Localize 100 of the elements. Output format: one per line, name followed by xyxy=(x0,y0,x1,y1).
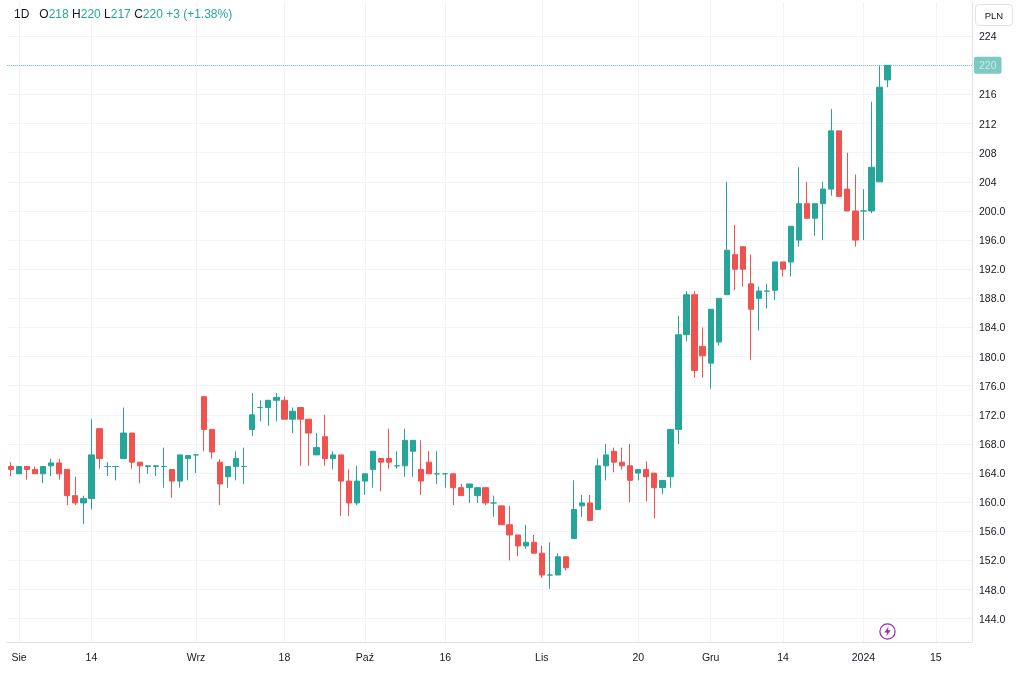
y-tick-label: 164.0 xyxy=(979,467,1006,480)
y-tick-label: 160.0 xyxy=(979,496,1006,509)
candlestick xyxy=(249,392,255,437)
x-tick-label: Lis xyxy=(535,650,549,663)
y-tick-label: 144.0 xyxy=(979,612,1006,625)
candlestick xyxy=(56,458,62,481)
candlestick xyxy=(201,396,207,452)
candlestick xyxy=(40,466,46,484)
candlestick xyxy=(225,466,231,489)
candlestick xyxy=(8,461,14,477)
candlestick xyxy=(611,447,617,473)
y-tick-label: 184.0 xyxy=(979,321,1006,334)
candlestick xyxy=(193,454,199,474)
candlestick xyxy=(539,545,545,579)
x-tick-label: Sie xyxy=(11,650,27,663)
candlestick xyxy=(410,439,416,478)
y-tick-label: 192.0 xyxy=(979,263,1006,276)
x-tick-label: 14 xyxy=(777,650,790,663)
candlestick xyxy=(595,458,601,510)
candlestick xyxy=(708,308,714,390)
candlestick xyxy=(442,473,448,489)
x-tick-label: 2024 xyxy=(851,650,876,663)
candlestick xyxy=(458,483,464,497)
candlestick xyxy=(72,476,78,506)
candlestick xyxy=(740,246,746,288)
candlestick xyxy=(490,495,497,518)
x-tick-label: 20 xyxy=(632,650,645,663)
candlestick xyxy=(16,466,22,475)
candlestick xyxy=(772,261,778,301)
candlestick xyxy=(338,454,344,517)
candlestick xyxy=(563,556,569,572)
y-tick-label: 180.0 xyxy=(979,350,1006,363)
y-tick-label: 188.0 xyxy=(979,292,1006,305)
candlestick xyxy=(32,466,38,475)
x-tick-label: 15 xyxy=(929,650,942,663)
candlestick xyxy=(587,494,593,521)
candlestick xyxy=(434,450,440,485)
y-tick-label: 216 xyxy=(979,88,997,101)
candlestick xyxy=(217,458,223,506)
candlestick xyxy=(796,166,802,248)
y-tick-label: 196.0 xyxy=(979,234,1006,247)
candlestick xyxy=(724,181,730,296)
ref-line-label: 220 xyxy=(979,59,997,72)
candlestick xyxy=(515,534,521,557)
candlestick xyxy=(289,407,296,434)
candlestick xyxy=(257,399,263,422)
candlestick xyxy=(418,439,424,496)
candlestick xyxy=(281,396,288,420)
chart-title: 1D xyxy=(14,7,30,21)
candlestick xyxy=(330,450,336,470)
candlestick xyxy=(820,181,826,241)
candlestick xyxy=(169,468,175,499)
candlestick xyxy=(129,432,135,470)
x-tick-label: Gru xyxy=(701,650,720,663)
candlestick xyxy=(354,465,360,506)
candlestick xyxy=(547,541,553,590)
candlestick xyxy=(233,450,239,481)
candlestick xyxy=(177,454,183,489)
candlestick xyxy=(96,428,103,470)
candlestick xyxy=(346,468,352,517)
candlestick xyxy=(836,130,842,197)
candlestick xyxy=(748,254,754,361)
x-tick-label: Paź xyxy=(355,650,374,663)
candlestick xyxy=(788,225,794,277)
candlestick xyxy=(64,468,70,506)
candlestick xyxy=(161,447,167,489)
candlestick xyxy=(313,432,320,456)
candlestick xyxy=(659,479,666,495)
candlestick xyxy=(651,472,657,519)
candlestick xyxy=(643,460,649,502)
x-tick-label: 14 xyxy=(85,650,98,663)
y-tick-label: 148.0 xyxy=(979,583,1006,596)
candlestick xyxy=(764,283,770,310)
y-tick-label: 204 xyxy=(979,175,997,188)
candlestick xyxy=(828,108,834,197)
candlestick xyxy=(386,428,392,470)
candlestick xyxy=(394,450,400,470)
candlestick xyxy=(209,428,215,460)
candlestick xyxy=(844,152,850,212)
candlestick xyxy=(619,447,625,470)
y-tick-label: 224 xyxy=(979,30,997,43)
candlestick xyxy=(402,428,408,478)
candlestick xyxy=(804,181,810,219)
candlestick xyxy=(370,450,376,489)
y-tick-label: 156.0 xyxy=(979,525,1006,538)
candlestick xyxy=(531,534,537,554)
candlestick xyxy=(48,458,54,477)
candlestick xyxy=(426,450,432,475)
x-tick-label: 18 xyxy=(278,650,291,663)
candlestick xyxy=(273,392,280,422)
annotation: O218 H220 L217 C220 +3 (+1.38%) xyxy=(39,7,233,21)
candlestick xyxy=(812,203,818,237)
y-axis-title: PLN xyxy=(984,9,1004,21)
candlestick xyxy=(378,458,384,492)
candlestick xyxy=(362,473,368,496)
candlestick xyxy=(555,552,561,576)
y-tick-label: 152.0 xyxy=(979,554,1006,567)
candlestick xyxy=(120,407,127,460)
candlestick xyxy=(322,414,328,467)
candlestick xyxy=(603,443,609,481)
